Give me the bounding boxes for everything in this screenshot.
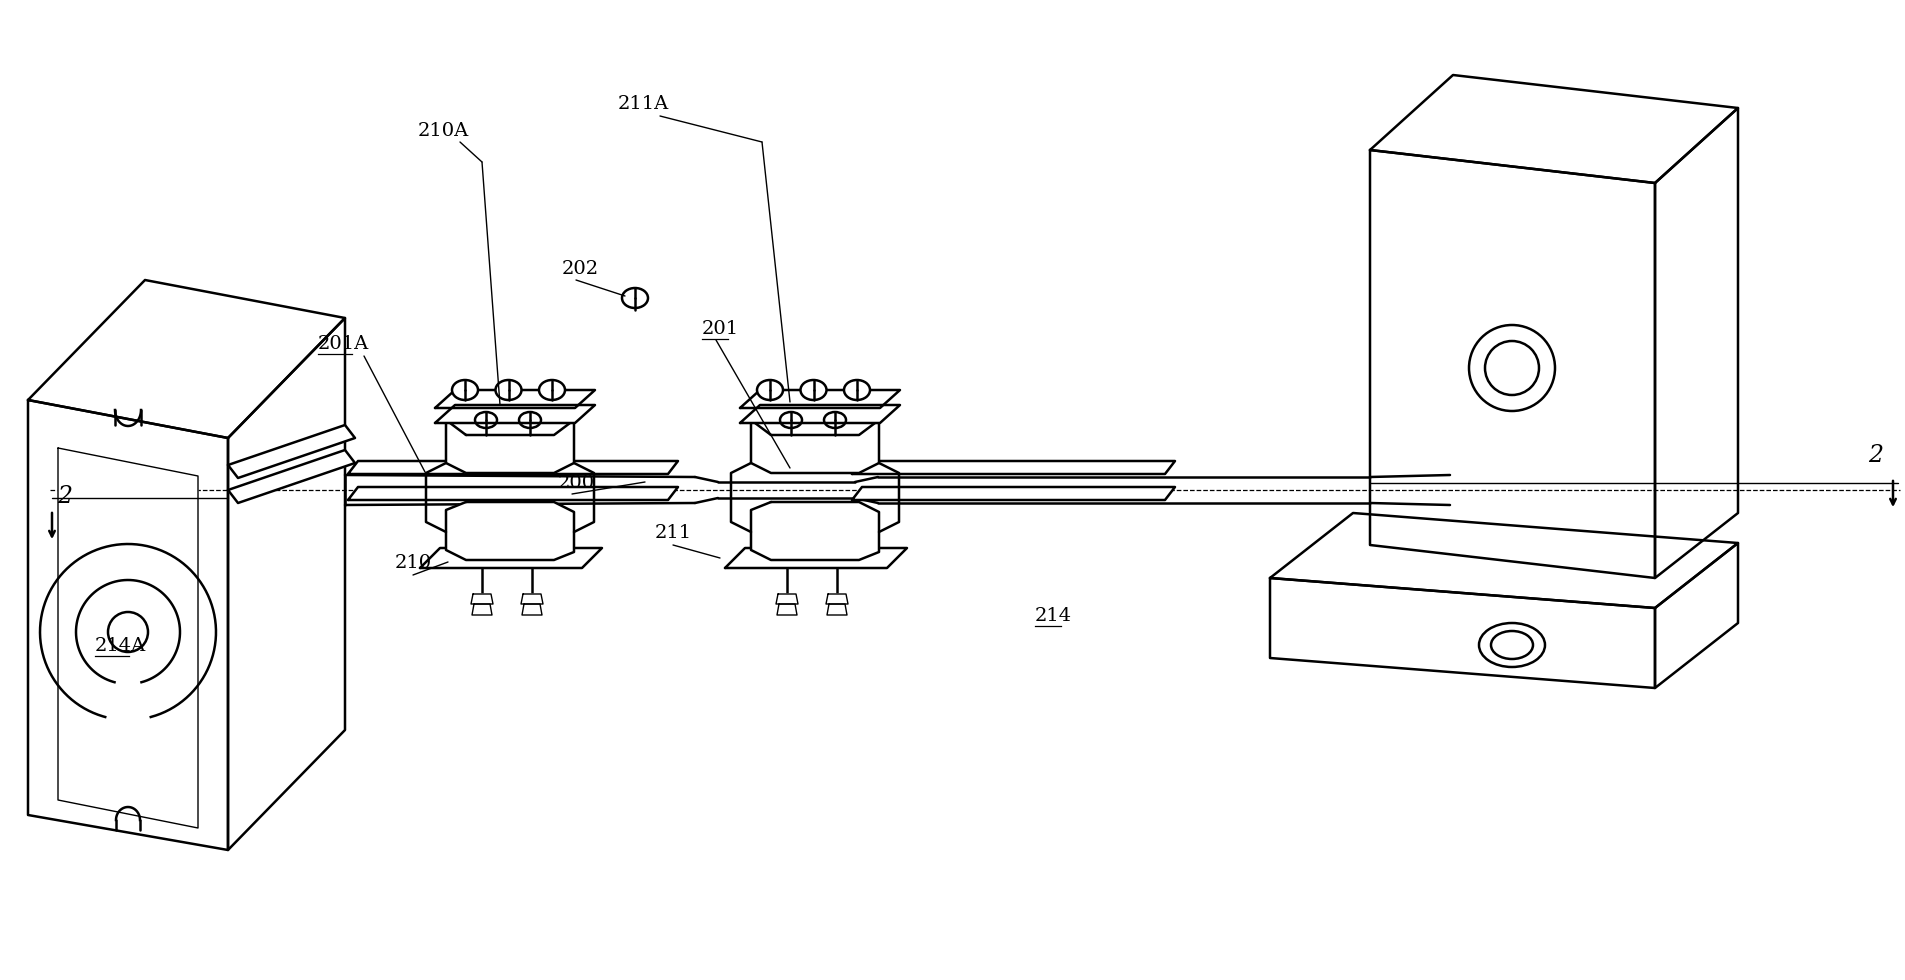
- Ellipse shape: [518, 412, 541, 428]
- Polygon shape: [29, 400, 229, 850]
- Polygon shape: [57, 448, 198, 828]
- Ellipse shape: [825, 412, 846, 428]
- Text: 214A: 214A: [95, 637, 147, 655]
- Ellipse shape: [800, 380, 827, 400]
- Text: 201A: 201A: [318, 335, 370, 353]
- Ellipse shape: [756, 380, 783, 400]
- Polygon shape: [446, 502, 573, 560]
- Polygon shape: [1271, 578, 1655, 688]
- Polygon shape: [775, 594, 798, 604]
- Text: 210A: 210A: [417, 122, 469, 140]
- Ellipse shape: [779, 412, 802, 428]
- Polygon shape: [1655, 543, 1737, 688]
- Text: 201: 201: [703, 320, 739, 338]
- Polygon shape: [1271, 513, 1737, 608]
- Polygon shape: [419, 548, 602, 568]
- Polygon shape: [434, 390, 594, 408]
- Text: 2: 2: [57, 485, 72, 508]
- Text: 211A: 211A: [617, 95, 669, 113]
- Ellipse shape: [844, 380, 871, 400]
- Text: 2: 2: [1869, 444, 1882, 467]
- Ellipse shape: [495, 380, 522, 400]
- Polygon shape: [777, 604, 796, 615]
- Text: 202: 202: [562, 260, 600, 278]
- Polygon shape: [520, 594, 543, 604]
- Polygon shape: [751, 420, 878, 473]
- Polygon shape: [349, 487, 678, 500]
- Polygon shape: [739, 405, 899, 423]
- Polygon shape: [229, 318, 345, 850]
- Polygon shape: [471, 594, 493, 604]
- Polygon shape: [522, 604, 543, 615]
- Text: 211: 211: [655, 524, 692, 542]
- Polygon shape: [827, 594, 848, 604]
- Polygon shape: [827, 604, 848, 615]
- Polygon shape: [349, 461, 678, 474]
- Polygon shape: [472, 604, 491, 615]
- Ellipse shape: [474, 412, 497, 428]
- Text: 210: 210: [394, 554, 432, 572]
- Ellipse shape: [539, 380, 566, 400]
- Polygon shape: [434, 405, 594, 423]
- Text: 214: 214: [1034, 607, 1073, 625]
- Polygon shape: [29, 280, 345, 438]
- Polygon shape: [229, 450, 354, 503]
- Ellipse shape: [623, 288, 648, 308]
- Polygon shape: [1370, 150, 1655, 578]
- Polygon shape: [739, 390, 899, 408]
- Text: 200: 200: [558, 474, 594, 492]
- Polygon shape: [229, 425, 354, 478]
- Polygon shape: [726, 548, 907, 568]
- Polygon shape: [852, 461, 1175, 474]
- Polygon shape: [852, 487, 1175, 500]
- Polygon shape: [751, 502, 878, 560]
- Polygon shape: [446, 420, 573, 473]
- Polygon shape: [1655, 108, 1737, 578]
- Ellipse shape: [451, 380, 478, 400]
- Polygon shape: [1370, 75, 1737, 183]
